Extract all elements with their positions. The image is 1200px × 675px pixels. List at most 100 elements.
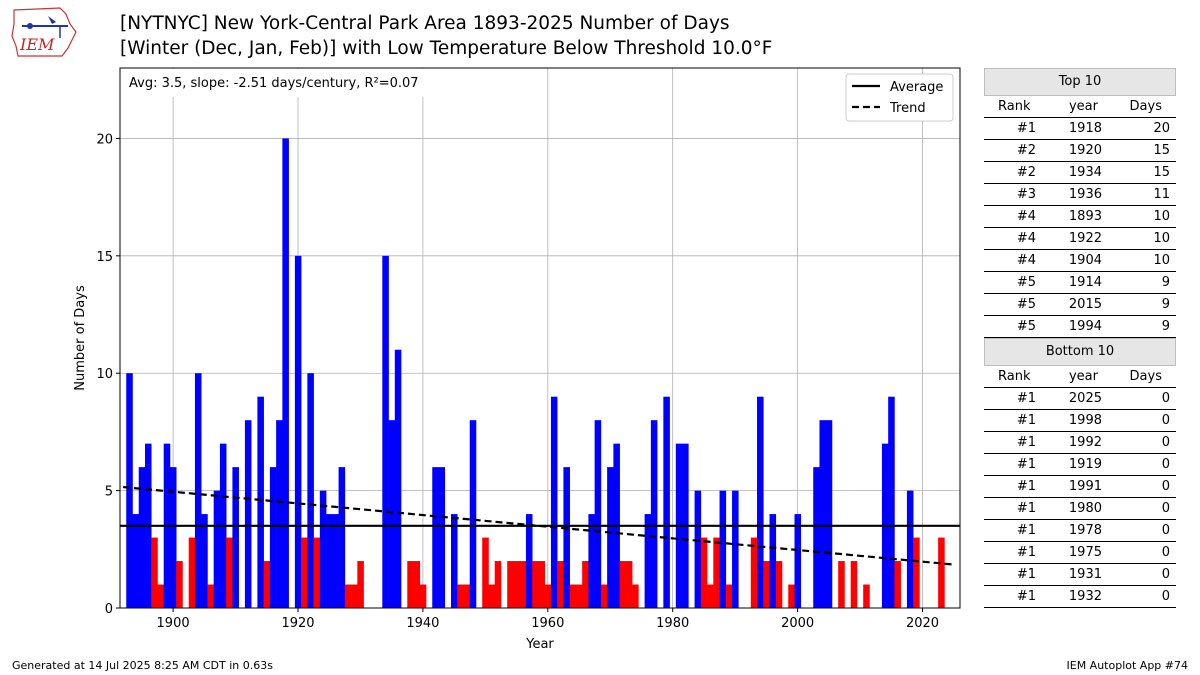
days-cell: 10 [1153, 231, 1170, 246]
bar-1898 [157, 584, 165, 608]
days-cell: 0 [1161, 457, 1170, 472]
year-cell: 1936 [1068, 187, 1102, 202]
bar-1947 [463, 584, 471, 608]
generated-timestamp: Generated at 14 Jul 2025 8:25 AM CDT in … [12, 659, 273, 672]
bar-2011 [863, 584, 870, 608]
rank-cell: #1 [1016, 435, 1036, 450]
bar-1938 [407, 561, 414, 608]
rank-cell: #4 [1016, 209, 1036, 224]
y-tick-label: 0 [105, 602, 113, 617]
top-10-row: #5 1994 9 [984, 316, 1176, 338]
plot-frame [119, 67, 961, 609]
year-cell: 1991 [1068, 479, 1102, 494]
rank-cell: #1 [1016, 589, 1036, 604]
bar-1951 [488, 584, 496, 608]
bar-1962 [557, 561, 564, 608]
bar-1917 [276, 420, 283, 608]
x-axis-label: Year [525, 637, 554, 652]
year-cell: 1904 [1068, 253, 1102, 268]
rank-cell: #1 [1016, 121, 1036, 136]
bar-1986 [707, 584, 714, 608]
bar-1939 [413, 561, 421, 608]
bar-1923 [313, 537, 321, 608]
bar-2023 [938, 537, 945, 608]
top-10-row: #5 1914 9 [984, 272, 1176, 294]
top-10-row: #4 1893 10 [984, 206, 1176, 228]
bar-1988 [719, 490, 727, 608]
year-cell: 1980 [1068, 501, 1102, 516]
bar-1990 [732, 490, 739, 608]
bar-1915 [263, 561, 271, 608]
bar-1935 [388, 420, 396, 608]
bar-1964 [569, 584, 577, 608]
days-cell: 0 [1161, 413, 1170, 428]
rank-cell: #4 [1016, 231, 1036, 246]
stats-box [121, 69, 447, 97]
bar-2007 [838, 561, 845, 608]
bar-1895 [138, 467, 146, 608]
bar-1963 [563, 467, 570, 608]
days-cell: 20 [1153, 121, 1170, 136]
year-cell: 1992 [1068, 435, 1102, 450]
year-cell: 1932 [1068, 589, 1102, 604]
bar-1940 [419, 584, 427, 608]
bar-1961 [550, 396, 558, 608]
iem-logo: IEM [11, 7, 77, 57]
bar-1968 [594, 420, 602, 608]
trend-line [123, 485, 954, 566]
bar-1927 [338, 467, 346, 608]
rank-cell: #2 [1016, 165, 1036, 180]
rank-cell: #3 [1016, 187, 1036, 202]
days-cell: 0 [1161, 567, 1170, 582]
bottom-10-row: #1 2025 0 [984, 388, 1176, 410]
bar-1997 [775, 561, 783, 608]
year-cell: 1893 [1068, 209, 1102, 224]
year-cell: 1978 [1068, 523, 1102, 538]
x-tick-label: 1960 [531, 616, 564, 631]
bar-1897 [151, 537, 158, 608]
days-cell: 11 [1153, 187, 1170, 202]
app-id-label: IEM Autoplot App #74 [1066, 659, 1189, 672]
x-tick-label: 1940 [406, 616, 439, 631]
chart-title-line2: [Winter (Dec, Jan, Feb)] with Low Temper… [120, 38, 773, 59]
rank-cell: #2 [1016, 143, 1036, 158]
year-cell: 1919 [1068, 457, 1102, 472]
y-tick-label: 10 [96, 367, 113, 382]
bar-1973 [625, 561, 633, 608]
bar-1954 [507, 561, 514, 608]
year-cell: 1922 [1068, 231, 1102, 246]
year-cell: 1998 [1068, 413, 1102, 428]
days-cell: 9 [1161, 319, 1170, 334]
bar-2018 [906, 490, 914, 608]
year-cell: 1994 [1068, 319, 1102, 334]
top-10-row: #4 1922 10 [984, 228, 1176, 250]
svg-text:IEM: IEM [19, 35, 55, 54]
top-10-row: #4 1904 10 [984, 250, 1176, 272]
rank-cell: #1 [1016, 545, 1036, 560]
x-tick-label: 2000 [781, 616, 814, 631]
bar-1952 [494, 561, 502, 608]
rank-cell: #1 [1016, 457, 1036, 472]
bottom-10-row: #1 1931 0 [984, 564, 1176, 586]
rank-cell: #1 [1016, 391, 1036, 406]
top-10-row: #2 1920 15 [984, 140, 1176, 162]
bar-2019 [913, 537, 920, 608]
bottom-10-header-row: Rank year Days [984, 366, 1176, 388]
bar-1934 [382, 255, 389, 608]
bar-1965 [575, 584, 583, 608]
year-cell: 2015 [1068, 297, 1102, 312]
top-10-row: #5 2015 9 [984, 294, 1176, 316]
bar-1989 [725, 584, 733, 608]
bar-1995 [763, 561, 770, 608]
bar-1999 [788, 584, 795, 608]
bar-1974 [632, 584, 639, 608]
y-tick-label: 5 [105, 485, 113, 500]
bar-1960 [544, 584, 552, 608]
bar-1955 [513, 561, 521, 608]
bar-1958 [532, 561, 539, 608]
bar-1922 [307, 373, 314, 608]
bar-1903 [188, 537, 196, 608]
bar-1925 [326, 514, 333, 608]
bar-1994 [757, 396, 764, 608]
year-cell: 1931 [1068, 567, 1102, 582]
